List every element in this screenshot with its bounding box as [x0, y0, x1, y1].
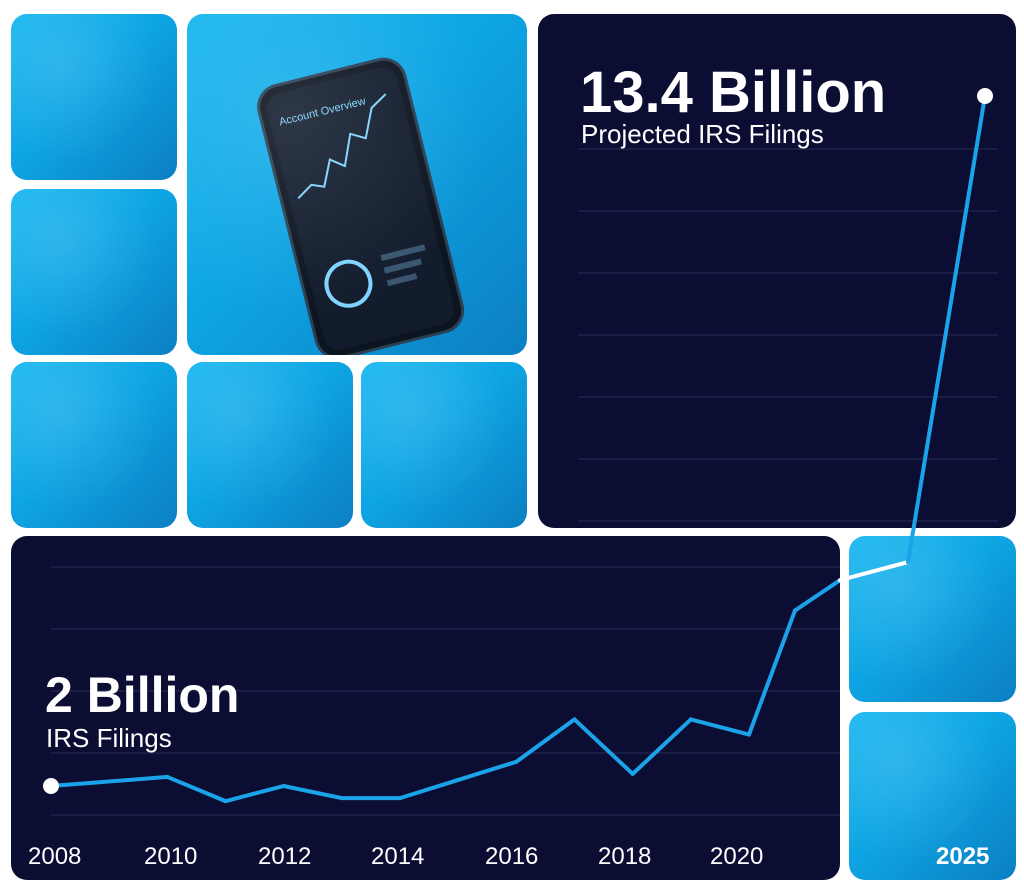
filings-panel: 2 Billion IRS Filings [11, 536, 840, 880]
line-segment [514, 717, 577, 764]
line-segment [281, 784, 344, 801]
projected-panel-gridlines [578, 148, 998, 522]
line-segment [165, 774, 228, 804]
filings-panel-gridlines [51, 566, 840, 816]
current-value: 2 Billion [45, 667, 240, 723]
projected-label: Projected IRS Filings [581, 119, 824, 149]
photo-tile-phone-bottom [361, 362, 527, 528]
line-segment [223, 784, 286, 804]
projected-value: 13.4 Billion [580, 60, 887, 125]
photo-tile-chart-monitor [11, 14, 177, 180]
line-segment [688, 717, 751, 737]
x-tick-2012: 2012 [258, 843, 312, 870]
projected-panel: 13.4 Billion Projected IRS Filings [538, 14, 1016, 528]
line-segment [793, 578, 842, 613]
line-segment [838, 560, 910, 583]
photo-tile-woman-laptop [849, 712, 1016, 880]
x-tick-2018: 2018 [598, 843, 652, 870]
line-segment [572, 717, 635, 776]
current-label: IRS Filings [46, 723, 172, 753]
x-tick-2014: 2014 [371, 843, 425, 870]
line-segment [906, 94, 987, 565]
photo-tile-phone: Account Overview [187, 14, 527, 355]
x-tick-2008: 2008 [28, 843, 82, 870]
photo-tile-keyboard-icons [11, 189, 177, 355]
photo-tile-laptop [11, 362, 177, 528]
photo-tile-woman [849, 536, 1016, 702]
line-segment [630, 717, 693, 776]
x-tick-2010: 2010 [144, 843, 198, 870]
x-tick-2016: 2016 [485, 843, 539, 870]
start-point-marker [43, 778, 59, 794]
x-tick-2025: 2025 [936, 843, 990, 870]
photo-tile-hand [187, 362, 353, 528]
line-segment [49, 774, 170, 788]
x-tick-2020: 2020 [710, 843, 764, 870]
line-segment [747, 608, 797, 737]
line-segment [456, 759, 519, 782]
end-point-marker [977, 88, 993, 104]
line-segment [398, 777, 461, 801]
